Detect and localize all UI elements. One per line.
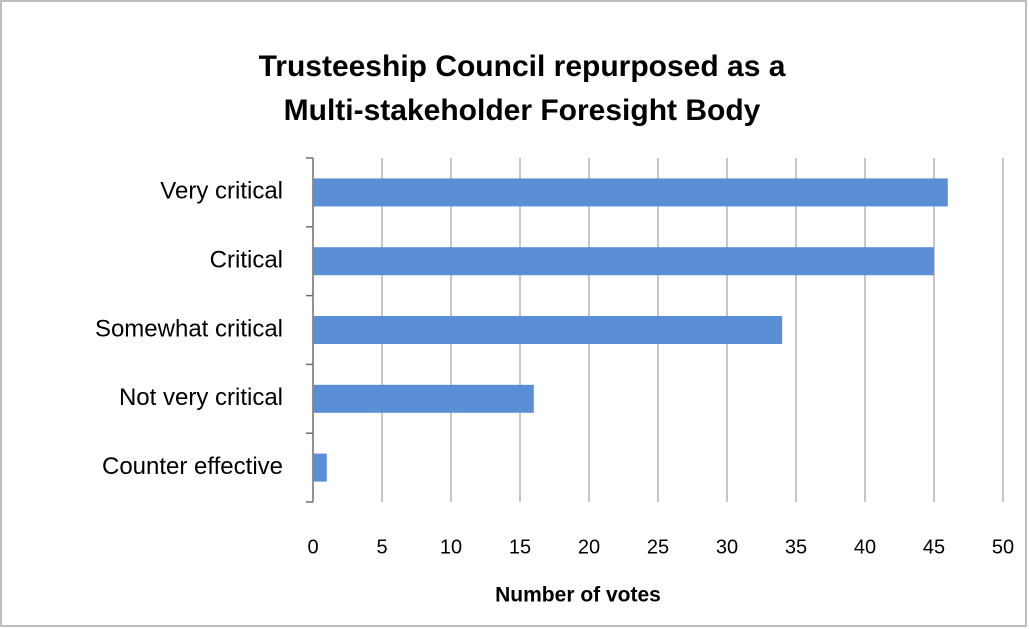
chart-title: Multi-stakeholder Foresight Body — [284, 94, 761, 127]
x-tick-label: 5 — [376, 536, 387, 558]
x-tick-label: 30 — [716, 536, 738, 558]
chart-title: Trusteeship Council repurposed as a — [259, 50, 786, 83]
x-tick-label: 10 — [440, 536, 462, 558]
x-tick-label: 0 — [307, 536, 318, 558]
x-tick-label: 50 — [992, 536, 1014, 558]
y-tick-label: Not very critical — [119, 384, 283, 411]
x-tick-label: 20 — [578, 536, 600, 558]
x-axis-label: Number of votes — [495, 584, 661, 607]
bar — [313, 384, 534, 413]
x-tick-label: 15 — [509, 536, 531, 558]
x-tick-label: 40 — [854, 536, 876, 558]
bar — [313, 453, 327, 482]
y-tick-label: Critical — [210, 247, 283, 274]
y-tick-label: Counter effective — [102, 453, 283, 480]
x-tick-label: 45 — [923, 536, 945, 558]
bar — [313, 178, 948, 207]
bar — [313, 316, 783, 344]
y-tick-label: Very critical — [160, 178, 283, 205]
y-tick-label: Somewhat critical — [95, 315, 283, 342]
x-tick-label: 35 — [785, 536, 807, 558]
bar — [313, 247, 934, 276]
x-tick-label: 25 — [647, 536, 669, 558]
